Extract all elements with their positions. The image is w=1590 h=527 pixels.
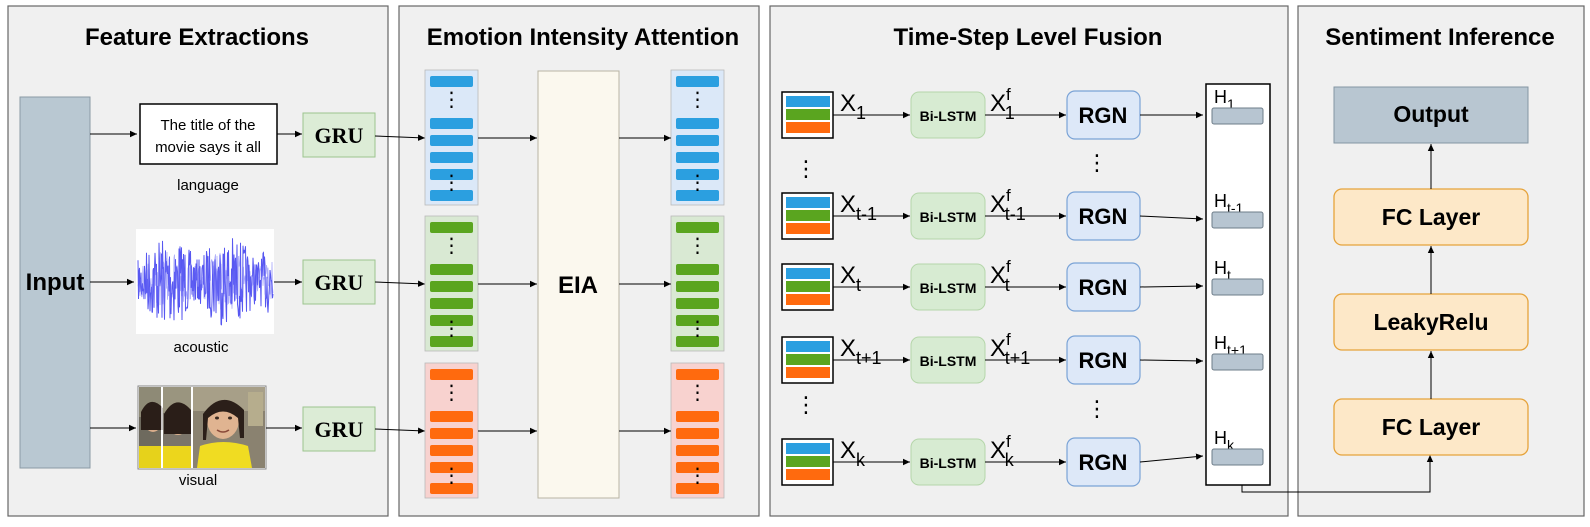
bilstm-label: Bi-LSTM [920,455,977,471]
leaky-label: LeakyRelu [1373,309,1488,335]
modality-acoustic-label: acoustic [173,339,229,356]
fusion-input-stack [781,336,834,384]
eia-label: EIA [558,272,598,299]
bilstm-label: Bi-LSTM [920,353,977,369]
output-block: Output [1333,86,1529,144]
fusion-input-stack [781,192,834,240]
bilstm-block: Bi-LSTM [910,336,986,384]
stack-acoustic-out: ⋮⋮ [670,215,725,352]
rgn-label: RGN [1079,275,1128,300]
hidden-state: Ht [1211,258,1264,296]
text-box-line2: movie says it all [155,139,261,156]
fusion-row: X1 Bi-LSTM Xf 1 RGN [781,85,1203,140]
fusion-input-stack [781,263,834,311]
output-label: Output [1393,101,1469,127]
feature-stacks: ⋮⋮⋮⋮⋮⋮⋮⋮⋮⋮⋮⋮ [424,69,725,499]
hidden-state: H1 [1211,87,1264,125]
svg-text:⋮: ⋮ [688,89,708,111]
fc-top-label: FC Layer [1382,204,1480,230]
svg-text:⋮: ⋮ [688,465,708,487]
svg-text:⋮: ⋮ [688,318,708,340]
fusion-ellipsis: ⋮ ⋮ ⋮ ⋮ [795,150,1108,421]
xf-label: Xf k [990,432,1015,470]
fusion-row: Xt Bi-LSTM Xf t RGN [781,257,1204,312]
bilstm-label: Bi-LSTM [920,108,977,124]
rgn-label: RGN [1079,204,1128,229]
xf-label: Xf 1 [990,85,1015,123]
svg-text:⋮: ⋮ [442,172,462,194]
text-box-line1: The title of the [160,117,255,134]
fusion-row: Xk Bi-LSTM Xf k RGN [781,432,1204,487]
rgn-label: RGN [1079,348,1128,373]
fusion-input-stack [781,91,834,139]
panel-time-step-level-fusion [769,5,1289,517]
eia-block [537,70,620,499]
rgn-block: RGN [1066,90,1141,140]
rgn-block: RGN [1066,262,1141,312]
bilstm-block: Bi-LSTM [910,192,986,240]
svg-text:⋮: ⋮ [1086,150,1108,175]
fusion-input-stack [781,438,834,486]
svg-text:⋮: ⋮ [1086,396,1108,421]
gru-block-language: GRU [302,112,376,158]
stack-visual-out: ⋮⋮ [670,362,725,499]
svg-text:⋮: ⋮ [688,172,708,194]
bilstm-block: Bi-LSTM [910,263,986,311]
modality-language-label: language [177,177,239,194]
fusion-to-inference-connector [1241,455,1434,493]
svg-text:⋮: ⋮ [442,465,462,487]
xf-label: Xf t [990,257,1011,295]
fusion-row: Xt-1 Bi-LSTM Xf t-1 RGN [781,186,1204,241]
bilstm-label: Bi-LSTM [920,280,977,296]
rgn-block: RGN [1066,335,1141,385]
rgn-label: RGN [1079,103,1128,128]
panel-title-fusion: Time-Step Level Fusion [894,24,1163,51]
fc-bottom-label: FC Layer [1382,414,1480,440]
svg-text:⋮: ⋮ [442,382,462,404]
stack-language-in: ⋮⋮ [424,69,479,206]
acoustic-waveform [136,229,274,334]
visual-frames [137,385,267,470]
fc-layer-bottom: FC Layer [1333,398,1529,456]
input-block [19,96,91,469]
stack-visual-in: ⋮⋮ [424,362,479,499]
svg-text:⋮: ⋮ [442,318,462,340]
bilstm-label: Bi-LSTM [920,209,977,225]
gru-label: GRU [315,270,364,295]
fc-layer-top: FC Layer [1333,188,1529,246]
rgn-block: RGN [1066,191,1141,241]
language-text-box [139,103,278,165]
svg-text:⋮: ⋮ [795,156,817,181]
svg-text:⋮: ⋮ [688,235,708,257]
input-label: Input [26,269,85,296]
h-label: Ht [1214,258,1231,283]
panel-title-feature: Feature Extractions [85,24,309,51]
modality-visual-label: visual [179,472,217,489]
gru-block-acoustic: GRU [302,259,376,305]
hidden-state: Hk [1211,428,1264,466]
svg-text:⋮: ⋮ [688,382,708,404]
panel-title-eia: Emotion Intensity Attention [427,24,739,51]
panel-title-inference: Sentiment Inference [1325,24,1554,51]
svg-text:⋮: ⋮ [795,392,817,417]
svg-text:⋮: ⋮ [442,89,462,111]
stack-acoustic-in: ⋮⋮ [424,215,479,352]
stack-language-out: ⋮⋮ [670,69,725,206]
gru-label: GRU [315,417,364,442]
gru-block-visual: GRU [302,406,376,452]
gru-label: GRU [315,123,364,148]
rgn-label: RGN [1079,450,1128,475]
bilstm-block: Bi-LSTM [910,438,986,486]
rgn-block: RGN [1066,437,1141,487]
bilstm-block: Bi-LSTM [910,91,986,139]
leakyrelu-layer: LeakyRelu [1333,293,1529,351]
svg-text:⋮: ⋮ [442,235,462,257]
